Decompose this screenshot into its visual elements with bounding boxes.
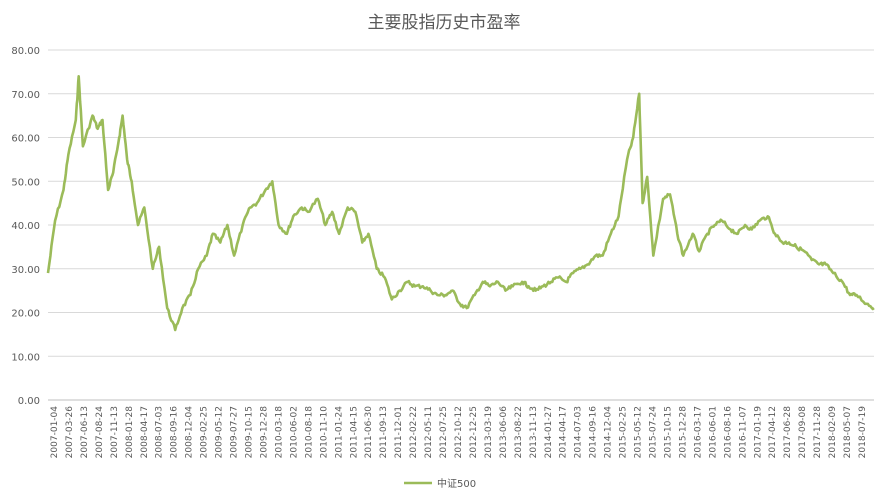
x-tick-label: 2009-12-28 xyxy=(259,406,269,459)
x-tick-label: 2017-09-08 xyxy=(798,406,808,459)
y-tick-label: 80.00 xyxy=(11,46,40,57)
y-tick-label: 20.00 xyxy=(11,309,40,320)
x-tick-label: 2015-05-12 xyxy=(634,406,644,458)
x-tick-label: 2011-06-30 xyxy=(364,406,374,459)
x-tick-label: 2014-09-16 xyxy=(589,406,599,459)
x-tick-label: 2007-01-04 xyxy=(50,406,60,459)
x-tick-label: 2007-08-24 xyxy=(95,406,105,459)
x-tick-label: 2012-10-12 xyxy=(454,406,464,458)
x-tick-label: 2010-08-18 xyxy=(304,406,314,459)
x-tick-label: 2009-10-15 xyxy=(245,406,255,458)
y-tick-label: 60.00 xyxy=(11,134,40,145)
x-tick-label: 2017-06-28 xyxy=(783,406,793,459)
x-tick-label: 2015-10-15 xyxy=(663,406,673,458)
series-line-csi500 xyxy=(46,75,875,332)
y-tick-label: 40.00 xyxy=(11,221,40,232)
x-tick-label: 2011-12-01 xyxy=(394,406,404,458)
x-tick-label: 2011-01-24 xyxy=(334,406,344,459)
x-tick-label: 2013-08-22 xyxy=(514,406,524,458)
x-tick-label: 2015-12-28 xyxy=(678,406,688,459)
x-tick-label: 2018-02-09 xyxy=(828,406,838,459)
x-tick-label: 2009-02-25 xyxy=(200,406,210,458)
y-tick-label: 0.00 xyxy=(18,396,40,407)
x-tick-label: 2012-02-22 xyxy=(409,406,419,458)
x-tick-label: 2017-11-28 xyxy=(813,406,823,459)
y-axis-ticks: 0.00 10.00 20.00 30.00 40.00 50.00 60.00 70.00 8… xyxy=(11,46,40,407)
y-tick-label: 70.00 xyxy=(11,90,40,101)
legend: 中证500 xyxy=(404,477,476,490)
x-tick-label: 2008-04-17 xyxy=(140,406,150,458)
x-tick-label: 2014-01-27 xyxy=(544,406,554,458)
x-tick-label: 2010-03-18 xyxy=(274,406,284,459)
x-tick-label: 2013-06-06 xyxy=(499,406,509,459)
y-tick-label: 10.00 xyxy=(11,352,40,363)
x-axis-ticks: 2007-01-04 2007-03-26 2007-06-13 2007-08-24… xyxy=(50,406,868,459)
watermark: 头条号 / 自由源于 xyxy=(757,480,878,498)
y-tick-label: 30.00 xyxy=(11,265,40,276)
x-tick-label: 2017-01-19 xyxy=(753,406,763,459)
x-tick-label: 2018-07-19 xyxy=(858,406,868,459)
x-tick-label: 2012-07-25 xyxy=(439,406,449,458)
x-tick-label: 2010-11-10 xyxy=(319,406,329,459)
x-tick-label: 2008-12-04 xyxy=(185,406,195,459)
gridlines xyxy=(48,49,874,401)
x-tick-label: 2009-05-12 xyxy=(215,406,225,458)
x-tick-label: 2007-03-26 xyxy=(65,406,75,459)
x-tick-label: 2016-08-16 xyxy=(723,406,733,459)
x-tick-label: 2008-07-03 xyxy=(155,406,165,458)
chart-title: 主要股指历史市盈率 xyxy=(368,13,521,33)
x-tick-label: 2013-03-19 xyxy=(484,406,494,459)
x-tick-label: 2012-12-25 xyxy=(469,406,479,458)
x-tick-label: 2016-11-07 xyxy=(738,406,748,458)
x-tick-label: 2017-04-12 xyxy=(768,406,778,458)
y-tick-label: 50.00 xyxy=(11,177,40,188)
x-tick-label: 2012-05-11 xyxy=(424,406,434,458)
x-tick-label: 2014-12-04 xyxy=(604,406,614,459)
legend-label: 中证500 xyxy=(437,477,476,490)
x-tick-label: 2011-04-15 xyxy=(349,406,359,458)
x-tick-label: 2015-02-25 xyxy=(619,406,629,458)
x-tick-label: 2014-07-03 xyxy=(574,406,584,458)
x-tick-label: 2011-09-13 xyxy=(379,406,389,458)
x-tick-label: 2008-09-16 xyxy=(170,406,180,459)
x-tick-label: 2010-06-02 xyxy=(289,406,299,458)
x-tick-label: 2016-03-17 xyxy=(693,406,703,458)
x-tick-label: 2015-07-24 xyxy=(649,406,659,459)
x-tick-label: 2007-11-13 xyxy=(110,406,120,458)
x-tick-label: 2014-04-17 xyxy=(559,406,569,458)
x-tick-label: 2013-11-13 xyxy=(529,406,539,458)
x-tick-label: 2007-06-13 xyxy=(80,406,90,458)
x-tick-label: 2008-01-28 xyxy=(125,406,135,459)
x-tick-label: 2016-06-01 xyxy=(708,406,718,458)
x-tick-label: 2018-05-07 xyxy=(843,406,853,458)
x-tick-label: 2009-07-27 xyxy=(230,406,240,458)
